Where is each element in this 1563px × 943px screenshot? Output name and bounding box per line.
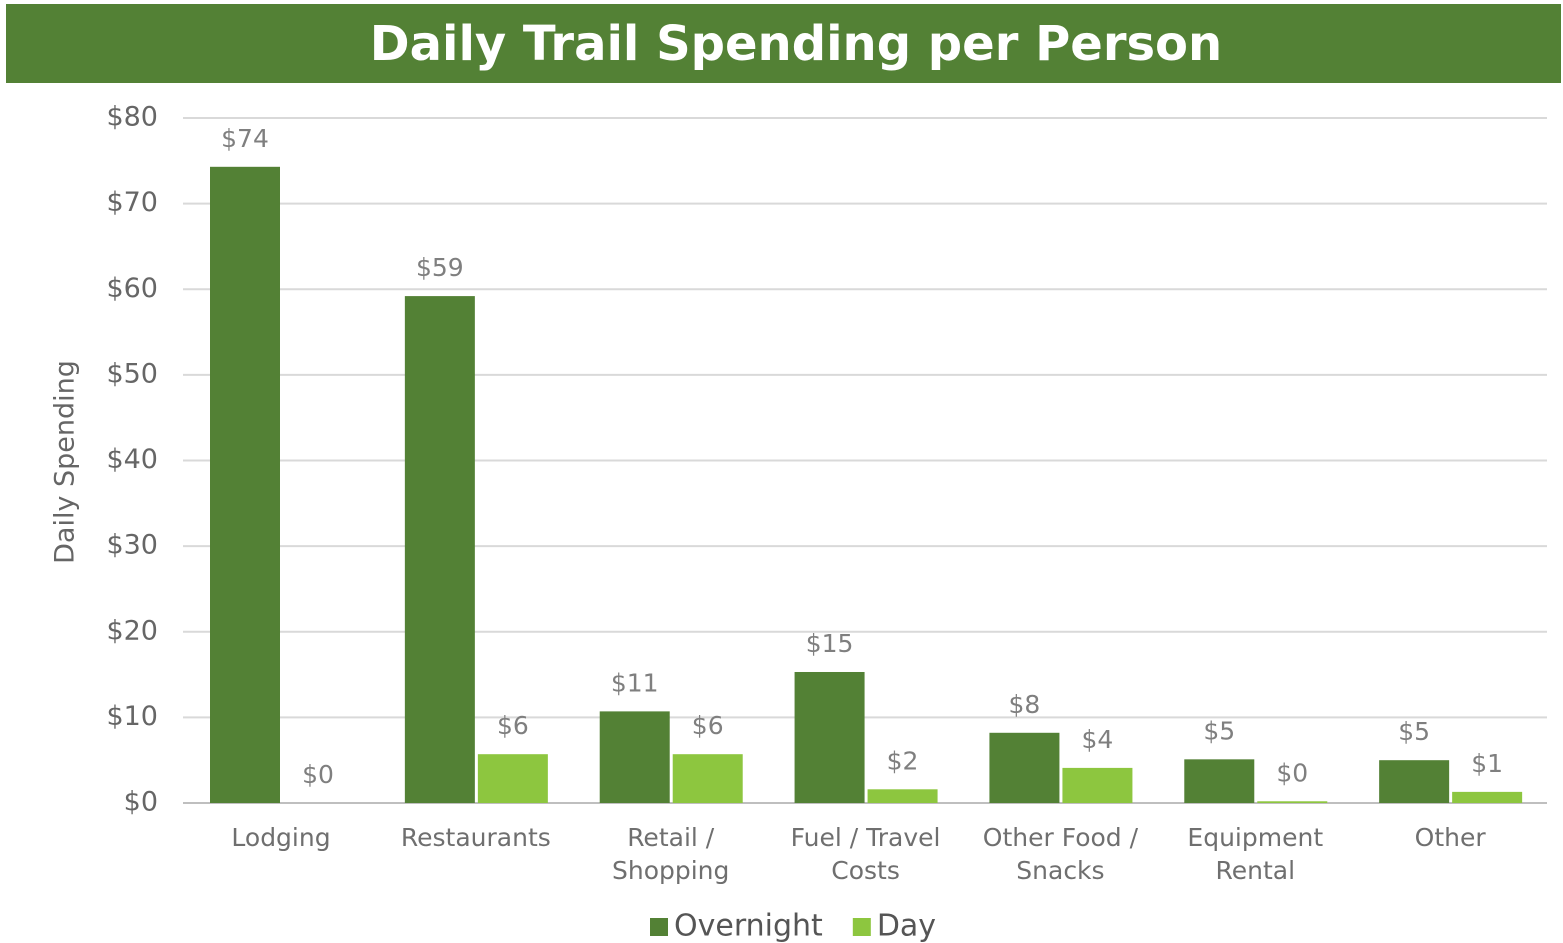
- y-tick-label: $20: [106, 615, 158, 646]
- data-label: $6: [692, 711, 724, 740]
- data-label: $0: [1276, 758, 1308, 787]
- bar: [672, 754, 743, 803]
- x-tick-label: Other: [1414, 823, 1486, 852]
- data-label: $11: [611, 668, 659, 697]
- title-banner: [6, 4, 1561, 83]
- bar: [1062, 767, 1133, 803]
- x-tick-label: Lodging: [231, 823, 331, 852]
- bar: [599, 711, 670, 803]
- bar: [1257, 801, 1328, 803]
- legend-swatch: [650, 918, 668, 936]
- x-tick-label: Restaurants: [400, 823, 551, 852]
- bar: [1452, 791, 1523, 803]
- y-tick-label: $80: [106, 102, 158, 133]
- x-tick-label: Retail / Shopping: [611, 823, 730, 885]
- bar: [989, 732, 1060, 803]
- bar: [210, 166, 280, 803]
- x-tick-label: Fuel / Travel Costs: [790, 823, 941, 885]
- y-axis-title: Daily Spending: [50, 360, 81, 564]
- data-label: $1: [1471, 749, 1503, 778]
- legend-label: Overnight: [674, 909, 823, 943]
- data-label: $4: [1082, 725, 1114, 754]
- bar: [477, 754, 548, 803]
- data-label: $59: [416, 253, 464, 282]
- data-label: $6: [497, 711, 529, 740]
- bar: [794, 671, 865, 803]
- data-label: $8: [1009, 690, 1041, 719]
- legend-label: Day: [877, 909, 936, 943]
- y-tick-label: $40: [106, 444, 158, 475]
- y-tick-label: $30: [106, 530, 158, 561]
- data-label: $2: [887, 746, 919, 775]
- data-label: $5: [1203, 716, 1235, 745]
- bar: [1379, 760, 1450, 803]
- x-tick-label: Other Food / Snacks: [982, 823, 1139, 885]
- bar: [1184, 759, 1255, 803]
- data-label: $0: [302, 760, 334, 789]
- y-tick-label: $50: [106, 358, 158, 389]
- data-label: $74: [221, 124, 269, 153]
- legend-swatch: [852, 918, 871, 936]
- x-tick-label: Equipment Rental: [1187, 823, 1324, 885]
- data-label: $5: [1398, 717, 1430, 746]
- bar: [404, 296, 475, 803]
- y-tick-label: $10: [106, 701, 158, 732]
- y-tick-label: $0: [124, 787, 158, 818]
- y-tick-label: $70: [106, 187, 158, 218]
- data-label: $15: [806, 629, 854, 658]
- chart-title: Daily Trail Spending per Person: [370, 16, 1222, 72]
- bar: [867, 789, 938, 803]
- y-tick-label: $60: [106, 273, 158, 304]
